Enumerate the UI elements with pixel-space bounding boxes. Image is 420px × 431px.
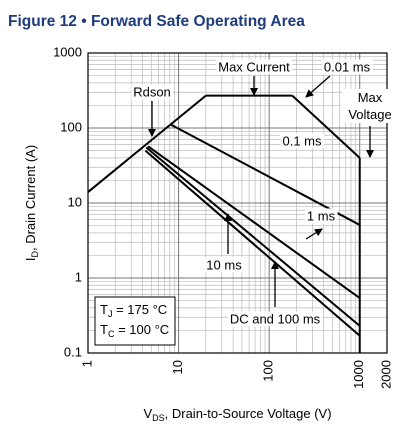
series-label: Max Current bbox=[218, 59, 290, 74]
plot-frame bbox=[87, 52, 388, 354]
label-bg bbox=[227, 311, 323, 327]
x-tick-label: 1 bbox=[79, 360, 94, 367]
series-label: 0.01 ms bbox=[324, 59, 371, 74]
y-tick-label: 100 bbox=[60, 119, 82, 134]
series-line bbox=[291, 94, 361, 159]
symbol: V bbox=[143, 406, 152, 421]
label-text: , Drain-to-Source Voltage (V) bbox=[165, 406, 332, 421]
subscript: D bbox=[30, 251, 40, 258]
subscript: DS bbox=[152, 413, 165, 423]
x-tick-label: 10 bbox=[170, 360, 185, 374]
series-label: Max Voltage bbox=[342, 89, 398, 123]
x-tick-label: 1000 bbox=[351, 360, 366, 389]
label-bg bbox=[321, 59, 373, 75]
y-tick-label: 0.1 bbox=[64, 344, 82, 359]
series-line bbox=[144, 149, 361, 337]
series-label: 0.1 ms bbox=[282, 133, 322, 148]
series-line bbox=[147, 145, 361, 299]
y-tick-label: 10 bbox=[68, 194, 82, 209]
subscript: C bbox=[108, 329, 115, 339]
symbol: I bbox=[23, 258, 38, 262]
series-label: DC and 100 ms bbox=[230, 311, 321, 326]
series-line bbox=[145, 146, 361, 327]
series-label: 1 ms bbox=[307, 208, 336, 223]
annotation-arrow bbox=[305, 75, 331, 98]
series-label: Rdson bbox=[133, 84, 171, 99]
condition-text: TJ = 175 °C bbox=[100, 302, 167, 319]
chart-title: Figure 12 • Forward Safe Operating Area bbox=[8, 13, 305, 30]
y-tick-label: 1 bbox=[75, 269, 82, 284]
symbol: T bbox=[100, 322, 108, 337]
label-text: = 100 °C bbox=[114, 322, 169, 337]
series-line bbox=[87, 94, 207, 193]
label-text: = 175 °C bbox=[112, 302, 167, 317]
condition-text: TC = 100 °C bbox=[100, 322, 169, 339]
symbol: T bbox=[100, 302, 108, 317]
label-bg bbox=[204, 257, 245, 273]
label-bg bbox=[304, 208, 338, 224]
y-axis-label: ID, Drain Current (A) bbox=[23, 145, 40, 261]
x-tick-label: 100 bbox=[261, 360, 276, 382]
subscript: J bbox=[108, 309, 113, 319]
label-bg bbox=[131, 84, 173, 100]
series-label: 10 ms bbox=[206, 257, 242, 272]
y-tick-label: 1000 bbox=[53, 44, 82, 59]
label-bg bbox=[216, 59, 293, 75]
x-axis-label: VDS, Drain-to-Source Voltage (V) bbox=[143, 406, 331, 423]
label-text: , Drain Current (A) bbox=[23, 145, 38, 251]
series-line bbox=[169, 123, 361, 226]
conditions-box bbox=[94, 296, 176, 346]
annotation-arrow bbox=[305, 228, 323, 240]
label-bg bbox=[280, 133, 325, 149]
x-tick-label: 2000 bbox=[378, 360, 393, 389]
